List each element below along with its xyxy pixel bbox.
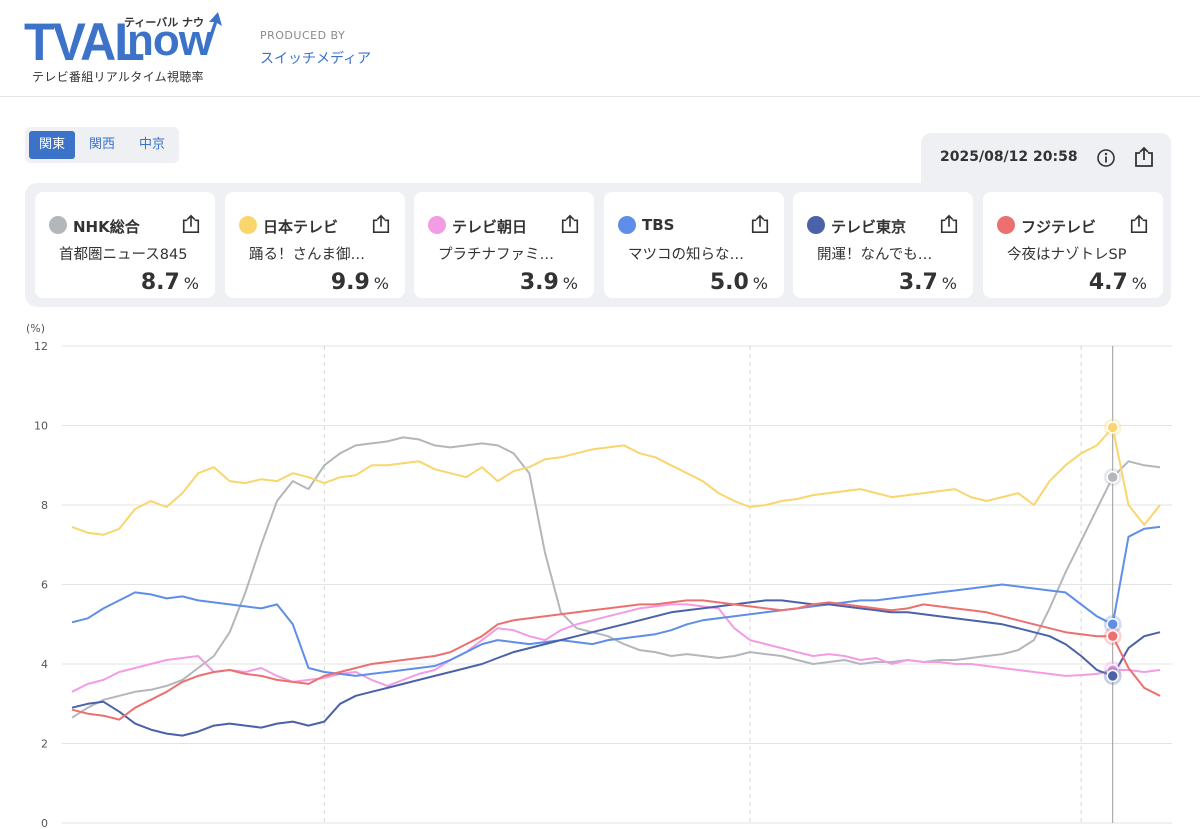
- rating-value: 9.9%: [330, 270, 389, 295]
- program-title: 踊る！さんま御…: [249, 247, 365, 263]
- series-marker: [1106, 421, 1119, 434]
- tv-tokyo-color-dot: [807, 216, 825, 234]
- tbs-color-dot: [618, 216, 636, 234]
- logo-arrow-icon: [204, 12, 222, 51]
- series-line: [71, 436, 1161, 719]
- channel-card-fuji[interactable]: フジテレビ 今夜はナゾトレSP 4.7%: [983, 192, 1163, 298]
- program-title: 首都圏ニュース845: [59, 247, 188, 263]
- info-icon[interactable]: [1096, 148, 1116, 168]
- series-marker: [1106, 669, 1119, 683]
- rating-value: 4.7%: [1088, 270, 1147, 295]
- y-tick-label: 4: [41, 658, 48, 671]
- y-tick-label: 0: [41, 817, 48, 829]
- logo-kana: ティーバル ナウ: [124, 16, 205, 29]
- channel-card-tv-asahi[interactable]: テレビ朝日 プラチナファミ… 3.9%: [414, 192, 594, 298]
- series-line: [71, 525, 1161, 677]
- share-icon[interactable]: [939, 214, 959, 234]
- tvalnow-logo[interactable]: ティーバル ナウ TVAL now テレビ番組リアルタイム視聴率: [24, 12, 224, 87]
- tab-kanto[interactable]: 関東: [29, 131, 76, 159]
- channel-name: フジテレビ: [1021, 218, 1097, 236]
- timestamp: 2025/08/12 20:58: [940, 149, 1078, 165]
- y-tick-label: 12: [34, 340, 48, 353]
- share-icon[interactable]: [750, 214, 770, 234]
- share-icon[interactable]: [560, 214, 580, 234]
- share-icon[interactable]: [371, 214, 391, 234]
- producer-link[interactable]: スイッチメディア: [260, 51, 372, 67]
- channel-card-tv-tokyo[interactable]: テレビ東京 開運！なんでも… 3.7%: [793, 192, 973, 298]
- share-icon[interactable]: [181, 214, 201, 234]
- channel-card-nhk[interactable]: NHK総合 首都圏ニュース845 8.7%: [35, 192, 215, 298]
- program-title: プラチナファミ…: [438, 247, 554, 263]
- series-line: [71, 599, 1161, 721]
- rating-value: 8.7%: [140, 270, 199, 295]
- logo-tval-text: TVAL: [24, 12, 145, 72]
- y-tick-label: 8: [41, 499, 48, 512]
- site-header: ティーバル ナウ TVAL now テレビ番組リアルタイム視聴率 PRODUCE…: [0, 0, 1200, 97]
- share-icon[interactable]: [1133, 146, 1155, 168]
- region-tabs: 関東 関西 中京: [25, 127, 180, 163]
- program-title: 今夜はナゾトレSP: [1007, 247, 1127, 263]
- channel-name: テレビ東京: [831, 218, 907, 236]
- rating-value: 3.9%: [519, 270, 578, 295]
- ntv-color-dot: [239, 216, 257, 234]
- fuji-color-dot: [997, 216, 1015, 234]
- channel-name: 日本テレビ: [263, 218, 339, 236]
- channel-name: NHK総合: [73, 218, 140, 236]
- channel-name: TBS: [642, 216, 675, 234]
- y-tick-label: 10: [34, 420, 48, 433]
- rating-value: 5.0%: [709, 270, 768, 295]
- y-tick-label: 6: [41, 579, 48, 592]
- channel-card-tbs[interactable]: TBS マツコの知らな… 5.0%: [604, 192, 784, 298]
- y-axis-label: (%): [26, 322, 45, 335]
- nhk-color-dot: [49, 216, 67, 234]
- series-marker: [1106, 470, 1119, 484]
- channel-card-ntv[interactable]: 日本テレビ 踊る！さんま御… 9.9%: [225, 192, 405, 298]
- series-line: [71, 426, 1161, 536]
- ratings-chart[interactable]: (%) 0 2 4 6 8 10 12: [0, 318, 1200, 829]
- y-tick-label: 2: [41, 738, 48, 751]
- produced-by-label: PRODUCED BY: [260, 29, 346, 42]
- series-marker: [1106, 618, 1119, 631]
- channel-cards: NHK総合 首都圏ニュース845 8.7% 日本テレビ 踊る！さんま御… 9.9…: [25, 183, 1171, 307]
- ratings-chart-svg: (%) 0 2 4 6 8 10 12: [26, 322, 1172, 829]
- series-line: [71, 599, 1161, 737]
- tab-kansai[interactable]: 関西: [89, 137, 116, 152]
- rating-value: 3.7%: [898, 270, 957, 295]
- series-marker: [1106, 629, 1119, 643]
- program-title: 開運！なんでも…: [817, 247, 933, 263]
- tv-asahi-color-dot: [428, 216, 446, 234]
- tab-chukyo[interactable]: 中京: [139, 137, 166, 152]
- share-icon[interactable]: [1129, 214, 1149, 234]
- program-title: マツコの知らな…: [628, 247, 744, 263]
- channel-name: テレビ朝日: [452, 218, 528, 236]
- logo-now-text: now: [127, 16, 213, 65]
- series-line: [71, 603, 1161, 693]
- logo-subtitle: テレビ番組リアルタイム視聴率: [32, 70, 204, 84]
